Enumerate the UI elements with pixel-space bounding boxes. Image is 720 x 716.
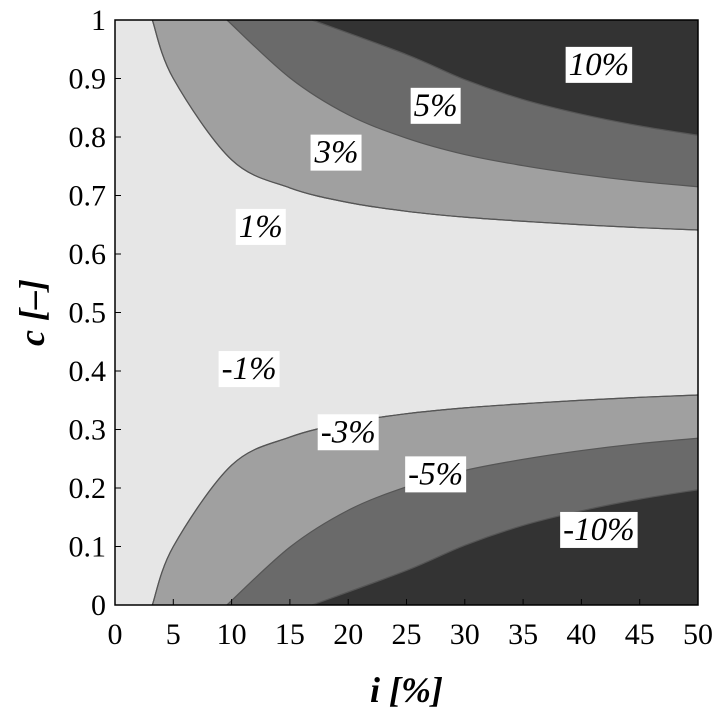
x-tick-label: 35 bbox=[508, 618, 538, 651]
contour-line bbox=[151, 394, 699, 606]
y-tick-label: 0 bbox=[91, 589, 106, 622]
contour-label-box bbox=[310, 134, 362, 171]
tick-marks bbox=[114, 19, 699, 606]
contour-label-text: -3% bbox=[321, 414, 376, 450]
x-tick-label: 50 bbox=[683, 618, 713, 651]
y-tick-label: 1 bbox=[91, 4, 106, 37]
contour-label: -3% bbox=[317, 414, 379, 451]
contour-label-box bbox=[560, 511, 638, 548]
x-tick-label: 10 bbox=[217, 618, 247, 651]
contour-label-box bbox=[235, 208, 286, 245]
y-tick-label: 0.5 bbox=[69, 297, 107, 330]
contour-label: 10% bbox=[565, 46, 633, 83]
x-axis: 0 5 10 15 20 25 30 35 40 45 50 bbox=[108, 618, 714, 651]
contour-label-text: 3% bbox=[314, 135, 359, 171]
contour-label: -10% bbox=[560, 511, 638, 548]
x-tick-label: 0 bbox=[108, 618, 123, 651]
contour-label-box bbox=[565, 46, 633, 83]
contour-label-text: -10% bbox=[563, 512, 634, 548]
contour-label-box bbox=[405, 456, 467, 493]
x-tick-label: 25 bbox=[392, 618, 422, 651]
contour-label: 5% bbox=[410, 87, 461, 124]
y-tick-label: 0.8 bbox=[69, 121, 107, 154]
contour-label-text: -5% bbox=[408, 456, 463, 492]
y-tick-label: 0.7 bbox=[69, 180, 107, 213]
contour-line bbox=[311, 19, 699, 136]
x-axis-title: i [%] bbox=[370, 670, 443, 710]
contour-line bbox=[226, 19, 699, 188]
contour-line bbox=[151, 19, 699, 231]
x-tick-label: 40 bbox=[566, 618, 596, 651]
x-tick-label: 30 bbox=[450, 618, 480, 651]
contour-label: 1% bbox=[235, 208, 286, 245]
x-tick-label: 20 bbox=[333, 618, 363, 651]
y-tick-label: 0.3 bbox=[69, 414, 107, 447]
x-tick-label: 15 bbox=[275, 618, 305, 651]
y-tick-label: 0.1 bbox=[69, 531, 107, 564]
contour-label-text: -1% bbox=[222, 351, 277, 387]
y-tick-label: 0.9 bbox=[69, 63, 107, 96]
contour-label-text: 10% bbox=[569, 47, 630, 83]
contour-line bbox=[311, 489, 699, 606]
y-tick-label: 0.4 bbox=[69, 355, 107, 388]
contour-label-text: 1% bbox=[239, 209, 283, 245]
y-axis: 0 0.1 0.2 0.3 0.4 0.5 0.6 0.7 0.8 0.9 1 bbox=[69, 4, 107, 622]
y-axis-title: c [–] bbox=[12, 279, 52, 346]
contour-label-box bbox=[218, 351, 280, 388]
contour-label: -5% bbox=[405, 456, 467, 493]
y-tick-label: 0.6 bbox=[69, 238, 107, 271]
contour-label-box bbox=[317, 414, 379, 451]
contour-labels: 10% 5% 3% 1% -1% -3% -5% -10% bbox=[218, 46, 638, 548]
x-tick-label: 5 bbox=[166, 618, 181, 651]
contour-label-text: 5% bbox=[414, 88, 458, 124]
contour-label: 3% bbox=[310, 134, 362, 171]
contour-label: -1% bbox=[218, 351, 280, 388]
y-tick-label: 0.2 bbox=[69, 472, 107, 505]
contour-label-box bbox=[410, 87, 461, 124]
x-tick-label: 45 bbox=[625, 618, 655, 651]
